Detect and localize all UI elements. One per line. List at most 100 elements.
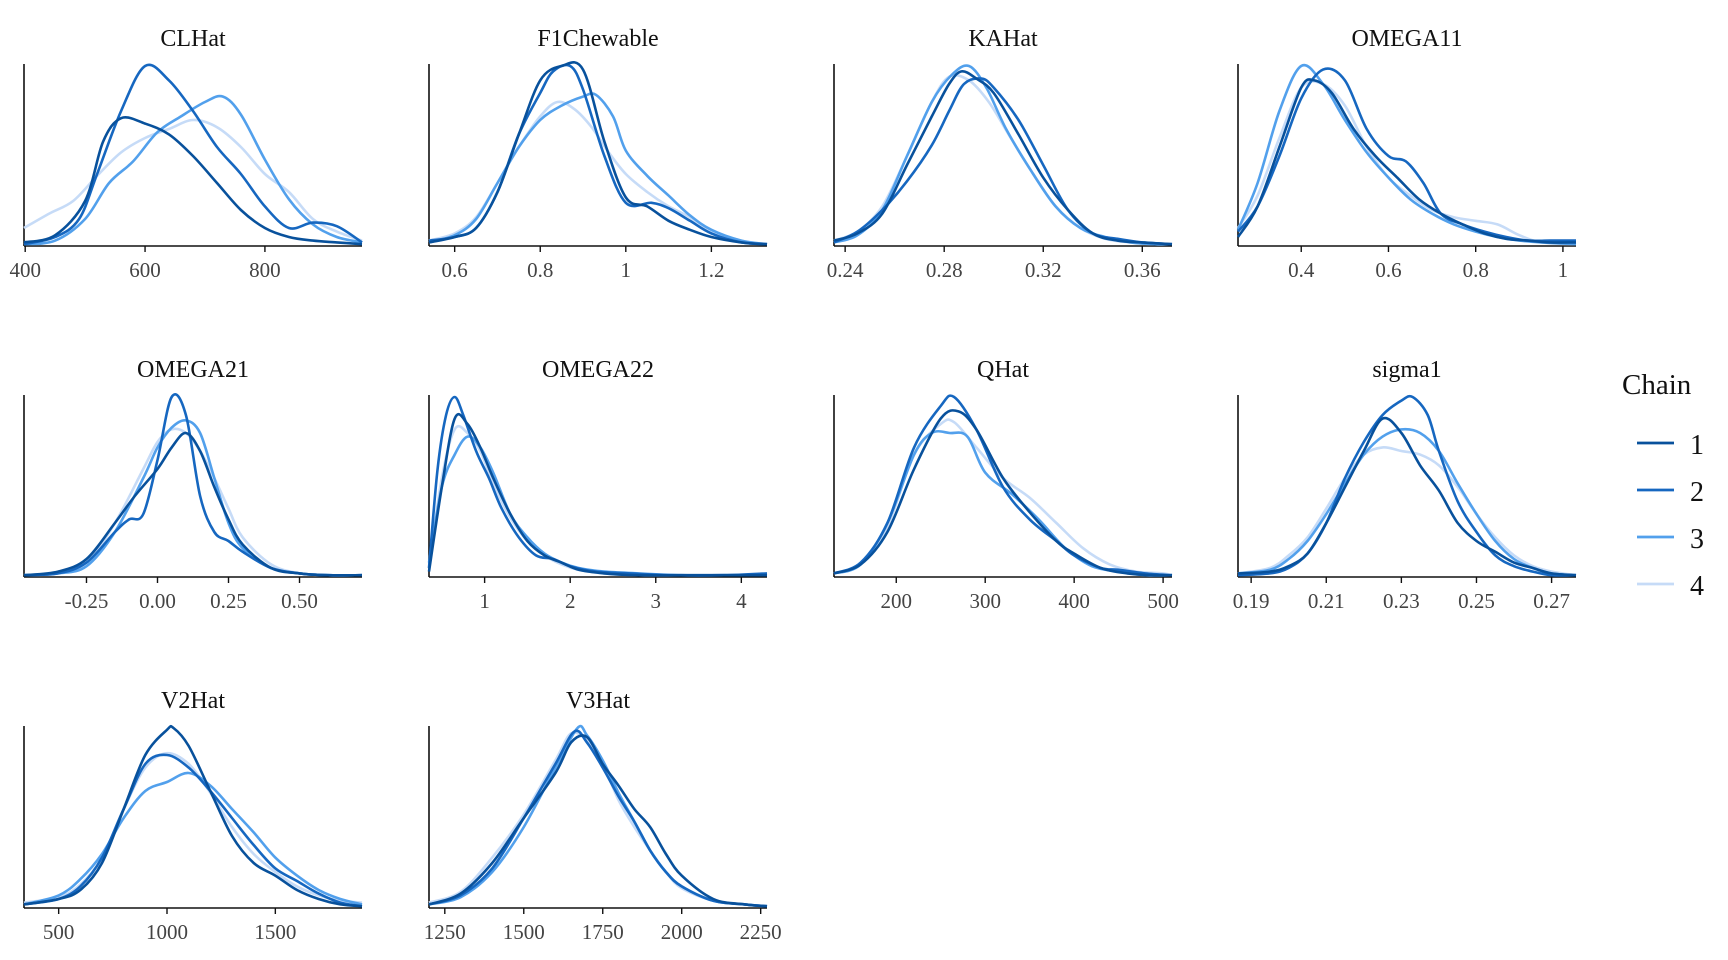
density-line-chain-1 [428, 61, 768, 246]
density-line-chain-3 [833, 429, 1173, 577]
x-tick-label: 600 [129, 258, 161, 282]
density-line-chain-2 [23, 63, 363, 246]
density-line-chain-1 [428, 734, 768, 908]
x-tick-label: 2000 [661, 920, 703, 944]
legend-label: 2 [1690, 477, 1704, 508]
x-tick-label: 0.36 [1124, 258, 1161, 282]
x-tick-label: 1 [621, 258, 632, 282]
density-line-chain-3 [23, 771, 363, 906]
x-tick-label: 1750 [582, 920, 624, 944]
panel-qhat: QHat 200 300 400 500 [833, 357, 1179, 613]
density-line-chain-4 [23, 751, 363, 904]
density-line-chain-2 [833, 77, 1173, 246]
legend-item-chain-1: 1 [1637, 430, 1704, 461]
x-tick-label: 0.4 [1288, 258, 1315, 282]
x-tick-label: 0.21 [1308, 589, 1345, 613]
panel-omega21: OMEGA21 -0.25 0.00 0.25 0.50 [23, 357, 363, 613]
x-tick-label: 0.23 [1383, 589, 1420, 613]
x-tick-label: 4 [736, 589, 747, 613]
panel-title: OMEGA11 [1351, 26, 1462, 52]
density-line-chain-3 [428, 92, 768, 246]
x-tick-label: 0.32 [1025, 258, 1062, 282]
panel-sigma1: sigma1 0.19 0.21 0.23 0.25 0.27 [1233, 357, 1577, 613]
density-line-chain-1 [427, 413, 767, 577]
panel-omega22: OMEGA22 1 2 3 4 [427, 357, 768, 613]
x-tick-label: 0.27 [1533, 589, 1570, 613]
panel-omega11: OMEGA11 0.4 0.6 0.8 1 [1236, 26, 1577, 282]
density-line-chain-4 [833, 418, 1173, 577]
legend-item-chain-3: 3 [1637, 524, 1704, 555]
x-tick-label: 1 [479, 589, 490, 613]
x-tick-label: 0.24 [827, 258, 864, 282]
density-line-chain-2 [1237, 394, 1577, 577]
x-tick-label: 1500 [254, 920, 296, 944]
x-tick-label: 0.28 [926, 258, 963, 282]
x-tick-label: 800 [249, 258, 281, 282]
density-line-chain-4 [1237, 446, 1577, 577]
panel-kahat: KAHat 0.24 0.28 0.32 0.36 [827, 26, 1173, 282]
density-line-chain-3 [833, 64, 1173, 246]
panel-title: OMEGA22 [542, 357, 654, 383]
x-tick-label: 400 [1058, 589, 1090, 613]
density-line-chain-2 [23, 393, 363, 577]
density-line-chain-2 [23, 753, 363, 908]
panel-title: CLHat [160, 26, 226, 52]
density-line-chain-2 [428, 63, 768, 246]
density-line-chain-1 [1236, 78, 1577, 244]
density-line-chain-2 [833, 394, 1173, 577]
density-line-chain-2 [427, 395, 768, 577]
x-tick-label: 500 [43, 920, 75, 944]
panel-title: F1Chewable [537, 26, 658, 52]
density-line-chain-2 [1236, 67, 1576, 243]
density-line-chain-1 [833, 409, 1173, 577]
panel-title: QHat [977, 357, 1029, 383]
panel-v3hat: V3Hat 1250 1500 1750 2000 2250 [424, 688, 782, 944]
density-line-chain-3 [1236, 63, 1577, 246]
legend-item-chain-2: 2 [1637, 477, 1704, 508]
panel-title: sigma1 [1372, 357, 1441, 383]
panel-title: KAHat [968, 26, 1038, 52]
legend-item-chain-4: 4 [1637, 571, 1704, 602]
density-line-chain-1 [833, 70, 1173, 246]
panel-title: V2Hat [161, 688, 225, 714]
legend: Chain 1 2 3 4 [1622, 369, 1704, 602]
x-tick-label: 2 [565, 589, 576, 613]
panel-title: OMEGA21 [137, 357, 249, 383]
panel-f1chewable: F1Chewable 0.6 0.8 1 1.2 [428, 26, 768, 282]
x-tick-label: 2250 [740, 920, 782, 944]
panel-v2hat: V2Hat 500 1000 1500 [23, 688, 363, 944]
density-line-chain-3 [23, 418, 363, 577]
legend-items: 1 2 3 4 [1637, 430, 1704, 602]
x-tick-label: 0.8 [527, 258, 553, 282]
legend-label: 1 [1690, 430, 1704, 461]
legend-label: 3 [1690, 524, 1704, 555]
density-line-chain-1 [23, 116, 363, 246]
x-tick-label: 1000 [146, 920, 188, 944]
legend-title: Chain [1622, 369, 1692, 401]
x-tick-label: 0.50 [281, 589, 318, 613]
density-line-chain-2 [428, 729, 768, 908]
x-tick-label: 1500 [503, 920, 545, 944]
x-tick-label: 1.2 [698, 258, 724, 282]
panel-title: V3Hat [566, 688, 630, 714]
density-line-chain-1 [23, 724, 363, 908]
x-tick-label: 1 [1558, 258, 1569, 282]
x-tick-label: 0.00 [139, 589, 176, 613]
density-line-chain-3 [1237, 427, 1577, 577]
x-tick-label: 0.8 [1463, 258, 1489, 282]
density-line-chain-4 [23, 118, 363, 242]
legend-label: 4 [1690, 571, 1704, 602]
x-tick-label: 0.19 [1233, 589, 1270, 613]
density-line-chain-3 [23, 94, 363, 246]
panel-clhat: CLHat 400 600 800 [9, 26, 363, 282]
x-tick-label: -0.25 [65, 589, 109, 613]
density-line-chain-1 [23, 431, 363, 577]
x-tick-label: 0.6 [442, 258, 468, 282]
x-tick-label: 200 [881, 589, 913, 613]
density-line-chain-1 [1237, 416, 1577, 577]
x-tick-label: 3 [651, 589, 662, 613]
x-tick-label: 500 [1147, 589, 1179, 613]
x-tick-label: 0.25 [210, 589, 247, 613]
x-tick-label: 1250 [424, 920, 466, 944]
